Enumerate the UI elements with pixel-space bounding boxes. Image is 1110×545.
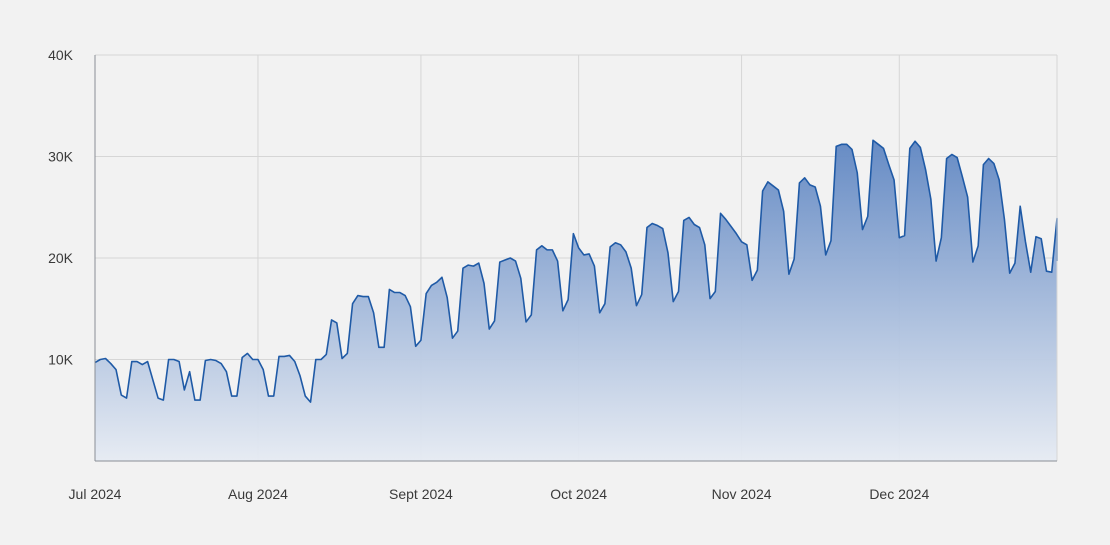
y-tick-label: 10K [48, 352, 74, 368]
y-tick-label: 40K [48, 47, 74, 63]
x-tick-label: Nov 2024 [712, 486, 772, 502]
series-area [94, 139, 1058, 461]
axes [94, 55, 1058, 462]
x-tick-label: Sept 2024 [389, 486, 453, 502]
y-tick-label: 20K [48, 250, 74, 266]
x-tick-label: Dec 2024 [869, 486, 929, 502]
x-tick-label: Aug 2024 [228, 486, 288, 502]
series-area-fill [95, 140, 1057, 461]
x-tick-label: Oct 2024 [550, 486, 607, 502]
series-line [94, 139, 1058, 403]
x-tick-label: Jul 2024 [69, 486, 122, 502]
tick-labels: 10K 20K 30K 40K Jul 2024 Aug 2024 Sept 2024 Oct… [48, 47, 929, 502]
y-tick-label: 30K [48, 149, 74, 165]
